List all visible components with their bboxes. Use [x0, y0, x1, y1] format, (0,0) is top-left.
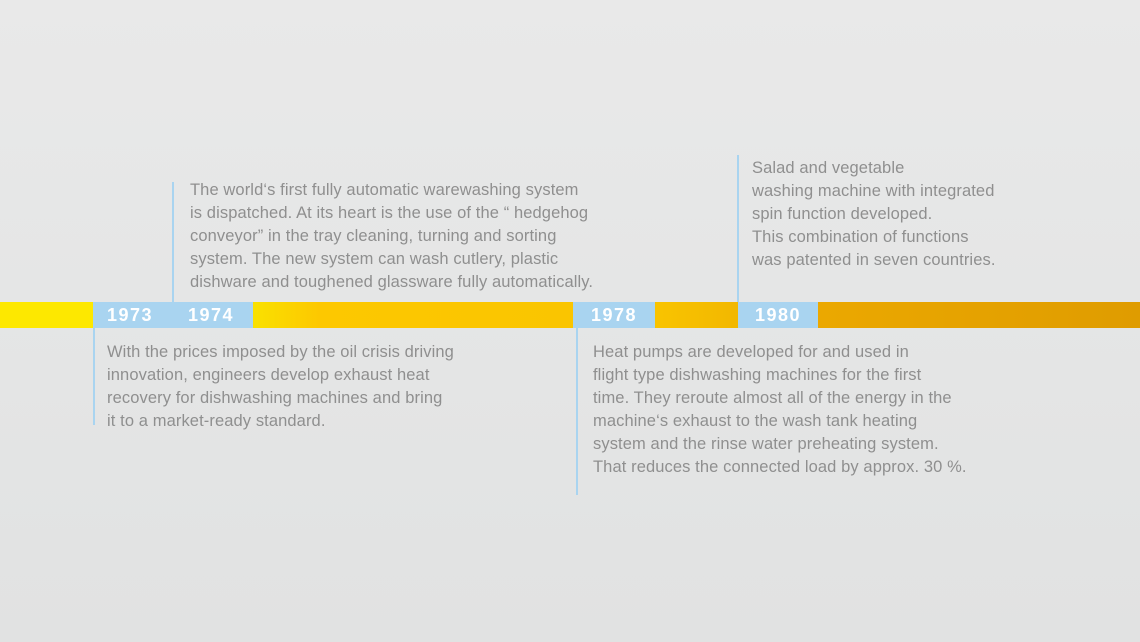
- connector-line-1978: [576, 328, 578, 495]
- year-marker-1973-1974[interactable]: 1973 1974: [93, 302, 253, 328]
- year-marker-1978[interactable]: 1978: [573, 302, 655, 328]
- connector-line-1974: [172, 182, 174, 302]
- connector-line-1973: [93, 328, 95, 425]
- year-label-1980[interactable]: 1980: [754, 305, 802, 325]
- year-label-1973[interactable]: 1973: [107, 305, 154, 325]
- year-label-1974[interactable]: 1974: [187, 305, 234, 325]
- connector-line-1980: [737, 155, 739, 302]
- event-text-1980: Salad and vegetable washing machine with…: [752, 159, 996, 269]
- event-text-1978: Heat pumps are developed for and used in…: [593, 343, 967, 476]
- year-marker-1980[interactable]: 1980: [738, 302, 818, 328]
- event-text-1973: With the prices imposed by the oil crisi…: [107, 343, 454, 430]
- event-text-1974: The world‘s first fully automatic warewa…: [190, 181, 594, 291]
- year-label-1978[interactable]: 1978: [590, 305, 638, 325]
